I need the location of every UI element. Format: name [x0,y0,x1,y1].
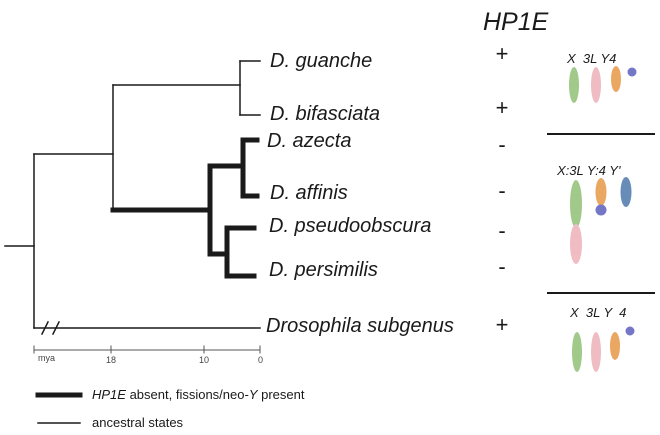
chromosome-3L [591,67,601,103]
legend-thin-label: ancestral states [92,415,184,430]
scale-unit: mya [38,353,56,363]
karyotype-obscura [569,66,637,103]
karyotype-subgenus [572,326,635,372]
karyotype-neo-y [570,177,632,264]
hp1e-state: - [498,254,506,279]
hp1e-state: + [495,41,509,66]
chromosome-4 [625,326,635,336]
taxon-label: Drosophila subgenus [266,315,454,337]
chromosome-Y-4-Y [595,178,607,206]
chromosome-X-3L-3L [570,224,582,264]
chromosome-4 [627,67,637,77]
hp1e-state: - [498,132,506,157]
hp1e-state: + [495,312,509,337]
hp1e-state: - [498,218,506,243]
karyotype-label: X:3L Y:4 Y' [557,163,621,178]
legend-thick-label: HP1E absent, fissions/neo-Y present [92,387,305,402]
chromosome-Y-4-4 [595,204,607,216]
taxon-label: D. guanche [270,50,373,72]
taxon-label: D. persimilis [269,259,378,281]
chromosome-X [569,67,579,103]
scale-tick-18: 18 [106,355,117,365]
separator [547,133,655,135]
hp1e-state: + [495,95,509,120]
axis-break-mark-2 [51,320,61,336]
scale-tick-0: 0 [258,355,264,365]
taxon-label: D. bifasciata [270,103,381,125]
axis-break-mark-1 [40,320,50,336]
karyotype-label: X 3L Y 4 [570,305,627,320]
chromosome-3L [591,332,601,372]
chromosome-Y-prime [620,177,632,207]
karyotype-label: X 3L Y4 [567,51,617,66]
separator [547,292,655,294]
scale-tick-10: 10 [199,355,210,365]
chromosome-Y [611,66,621,92]
hp1e-state: - [498,178,506,203]
taxon-label: D. pseudoobscura [269,215,432,237]
hp1e-column-header: HP1E [483,8,549,36]
chromosome-X [572,332,582,372]
taxon-label: D. azecta [267,130,352,152]
chromosome-Y [610,332,620,360]
taxon-label: D. affinis [270,182,348,204]
chromosome-X-3L-X [570,180,582,228]
